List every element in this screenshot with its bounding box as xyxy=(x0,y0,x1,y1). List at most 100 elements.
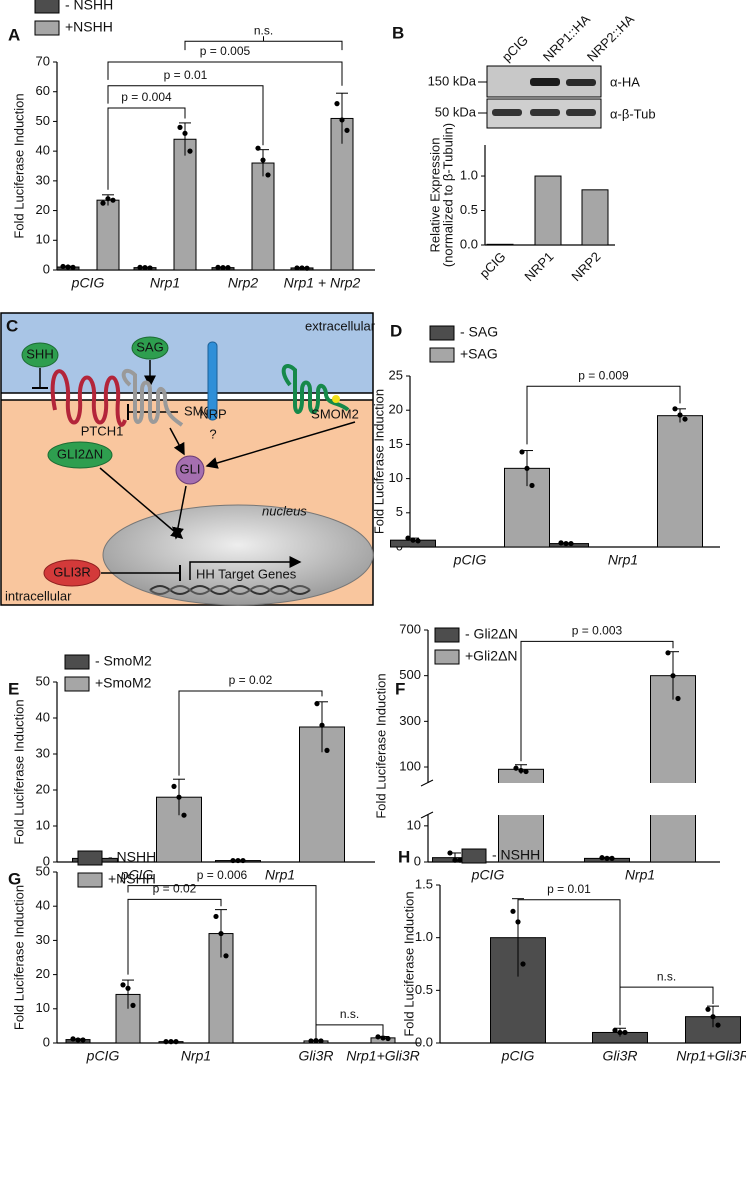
arrow xyxy=(189,556,302,580)
y-tick-label: 500 xyxy=(399,667,421,682)
data-point xyxy=(568,540,574,547)
data-point xyxy=(142,265,148,271)
x-tick-label: pCIG xyxy=(476,249,508,281)
bracket xyxy=(526,385,681,445)
data-point xyxy=(682,416,688,422)
y-tick-label: 50 xyxy=(36,863,50,878)
y-tick-label: 20 xyxy=(389,402,403,417)
blot-band xyxy=(492,109,522,116)
y-tick-label: 5 xyxy=(396,504,403,519)
data-point xyxy=(670,673,676,679)
data-point xyxy=(105,196,111,202)
y-axis-label: Fold Luciferase Induction xyxy=(11,699,26,844)
arrow xyxy=(205,421,356,469)
break-mark xyxy=(420,811,434,819)
bar xyxy=(96,199,120,271)
significance-label: n.s. xyxy=(340,1007,359,1021)
data-point xyxy=(176,794,182,800)
ptch1 xyxy=(50,369,127,427)
legend-label: +NSHH xyxy=(108,871,156,887)
significance-label: p = 0.006 xyxy=(197,868,248,882)
data-point xyxy=(235,857,241,864)
x-tick-label: Nrp1+Gli3R xyxy=(676,1048,746,1064)
data-point xyxy=(171,783,177,790)
data-point xyxy=(515,919,521,925)
data-point xyxy=(213,913,219,920)
legend-swatch xyxy=(434,649,460,665)
y-tick-label: 30 xyxy=(36,172,50,187)
data-point xyxy=(75,1037,81,1043)
y-axis-label: Relative Expression xyxy=(427,138,442,253)
y-tick-label: 100 xyxy=(399,758,421,773)
gli2dn-label: GLI2ΔN xyxy=(57,446,103,461)
data-point xyxy=(447,850,453,856)
shh xyxy=(21,342,59,368)
nrp-label: NRP xyxy=(199,406,226,421)
y-tick-label: 0 xyxy=(414,853,421,868)
panel-letter: D xyxy=(390,321,402,340)
data-point xyxy=(215,264,221,270)
y-tick-label: 20 xyxy=(36,202,50,217)
data-point xyxy=(410,537,416,543)
data-point xyxy=(339,117,345,123)
data-point xyxy=(314,701,320,707)
legend-swatch xyxy=(64,676,90,692)
y-tick-label: 40 xyxy=(36,709,50,724)
targets-label: HH Target Genes xyxy=(196,566,297,581)
legend-swatch xyxy=(77,850,103,866)
legend-swatch xyxy=(34,0,60,14)
bar xyxy=(650,675,696,863)
data-point xyxy=(65,264,71,270)
data-point xyxy=(181,812,187,818)
arrow xyxy=(99,467,184,539)
data-point xyxy=(120,982,126,988)
break-mark xyxy=(420,779,434,787)
data-point xyxy=(334,101,340,107)
x-tick-label: pCIG xyxy=(501,1048,535,1064)
x-tick-label: Gli3R xyxy=(298,1048,333,1064)
y-tick-label: 25 xyxy=(389,367,403,382)
bar xyxy=(173,138,197,271)
data-point xyxy=(60,263,66,270)
smom2-label: SMOM2 xyxy=(311,406,359,421)
data-point xyxy=(177,124,183,130)
blot: B pCIG NRP1::HA NRP2::HA 150 kDa 50 kDa … xyxy=(392,11,656,129)
data-point xyxy=(163,1039,169,1045)
arrow xyxy=(169,427,185,456)
legend-swatch xyxy=(34,20,60,36)
panel-letter: G xyxy=(8,869,21,888)
dna xyxy=(149,585,311,595)
panel-letter: H xyxy=(398,847,410,866)
y-tick-label: 300 xyxy=(399,713,421,728)
bar xyxy=(581,189,609,246)
y-tick-label: 10 xyxy=(36,817,50,832)
blot-band xyxy=(530,109,560,116)
blot-band xyxy=(566,79,596,86)
data-point xyxy=(519,449,525,455)
blot-band xyxy=(530,78,560,86)
data-point xyxy=(375,1034,381,1040)
data-point xyxy=(677,412,683,418)
legend-swatch xyxy=(461,848,487,864)
data-point xyxy=(100,200,106,206)
significance-label: p = 0.004 xyxy=(121,90,172,104)
antibody-label: α-β-Tub xyxy=(610,106,656,121)
data-point xyxy=(225,265,231,271)
blot-band xyxy=(566,109,596,116)
bracket xyxy=(315,1024,384,1039)
x-tick-label: Nrp1 xyxy=(150,275,180,291)
gli3r xyxy=(43,559,101,587)
gli2dn xyxy=(47,441,113,469)
data-point xyxy=(604,855,610,861)
significance-label: p = 0.01 xyxy=(547,882,591,896)
significance-label: p = 0.02 xyxy=(153,882,197,896)
data-point xyxy=(609,855,615,861)
y-tick-label: 0 xyxy=(43,261,50,276)
legend-swatch xyxy=(77,872,103,888)
data-point xyxy=(318,1038,324,1044)
data-point xyxy=(705,1006,711,1012)
data-point xyxy=(523,768,529,775)
data-point xyxy=(182,130,188,136)
significance-label: p = 0.009 xyxy=(578,368,629,382)
marker-label: 50 kDa xyxy=(435,104,477,119)
